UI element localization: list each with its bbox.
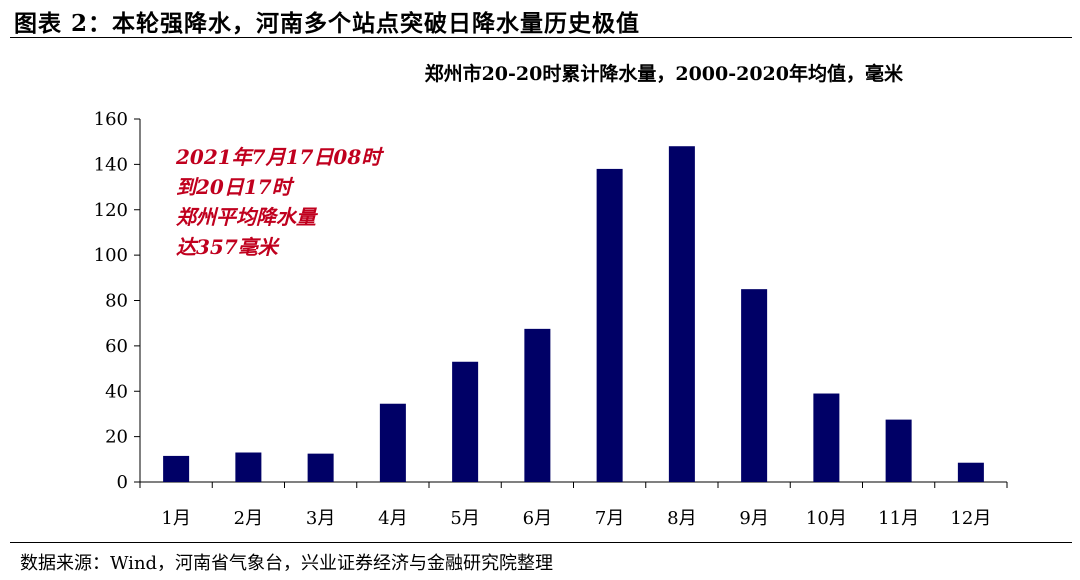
y-tick-label: 140 (94, 154, 128, 175)
bar (885, 419, 912, 482)
bar (813, 393, 840, 482)
x-tick-label: 2月 (234, 508, 263, 529)
bar (668, 146, 695, 482)
x-tick-label: 11月 (878, 508, 919, 529)
y-tick-label: 20 (105, 427, 128, 448)
annotation-line: 达357毫米 (176, 235, 281, 259)
x-tick-label: 6月 (523, 508, 552, 529)
source-divider (10, 542, 1072, 543)
bar (163, 455, 190, 482)
y-tick-label: 160 (94, 109, 128, 130)
x-axis: 1月 2月 3月 4月 5月 6月 7月 8月 9月 10月 11月 12月 (139, 481, 1008, 529)
figure-title: 图表 2：本轮强降水，河南多个站点突破日降水量历史极值 (14, 10, 641, 37)
bar (452, 361, 479, 482)
x-tick-label: 4月 (378, 508, 407, 529)
x-tick-label: 5月 (450, 508, 479, 529)
source-note: 数据来源：Wind，河南省气象台，兴业证券经济与金融研究院整理 (20, 553, 554, 574)
x-tick-label: 3月 (306, 508, 335, 529)
y-tick-label: 100 (94, 245, 128, 266)
annotation-line: 到20日17时 (176, 175, 295, 199)
title-divider (10, 37, 1072, 38)
y-tick-label: 60 (105, 336, 128, 357)
x-tick-label: 8月 (667, 508, 696, 529)
x-tick-label: 9月 (739, 508, 768, 529)
y-tick-label: 0 (117, 472, 128, 493)
bar (741, 289, 768, 482)
y-tick-label: 80 (105, 291, 128, 312)
x-tick-label: 7月 (595, 508, 624, 529)
bar (235, 452, 262, 482)
x-tick-label: 1月 (161, 508, 190, 529)
bar (957, 462, 984, 482)
annotation-line: 郑州平均降水量 (176, 205, 319, 229)
x-tick-label: 10月 (806, 508, 847, 529)
y-tick-label: 120 (94, 200, 128, 221)
x-tick-label: 12月 (950, 508, 991, 529)
bar-chart: 郑州市20-20时累计降水量，2000-2020年均值，毫米 0 20 40 60 80… (94, 62, 1008, 529)
chart-subtitle: 郑州市20-20时累计降水量，2000-2020年均值，毫米 (425, 62, 904, 85)
annotation-line: 2021年7月17日08时 (175, 145, 384, 169)
y-axis: 0 20 40 60 80 100 120 140 160 (94, 109, 141, 493)
bar (524, 328, 551, 482)
bar (596, 168, 623, 482)
bar (379, 403, 406, 482)
bars (163, 146, 984, 482)
bar (307, 453, 334, 482)
y-tick-label: 40 (105, 381, 128, 402)
